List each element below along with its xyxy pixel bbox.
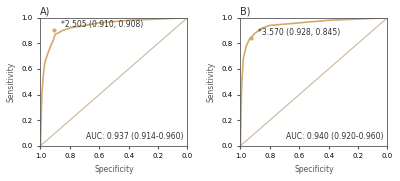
X-axis label: Specificity: Specificity [94,165,134,174]
Text: AUC: 0.937 (0.914-0.960): AUC: 0.937 (0.914-0.960) [86,132,183,141]
Text: A): A) [40,7,51,17]
Text: *2.505 (0.910, 0.908): *2.505 (0.910, 0.908) [61,20,143,29]
Y-axis label: Sensitivity: Sensitivity [207,62,216,102]
Text: AUC: 0.940 (0.920-0.960): AUC: 0.940 (0.920-0.960) [286,132,383,141]
Text: *3.570 (0.928, 0.845): *3.570 (0.928, 0.845) [258,28,340,37]
X-axis label: Specificity: Specificity [294,165,334,174]
Text: B): B) [240,7,251,17]
Y-axis label: Sensitivity: Sensitivity [7,62,16,102]
